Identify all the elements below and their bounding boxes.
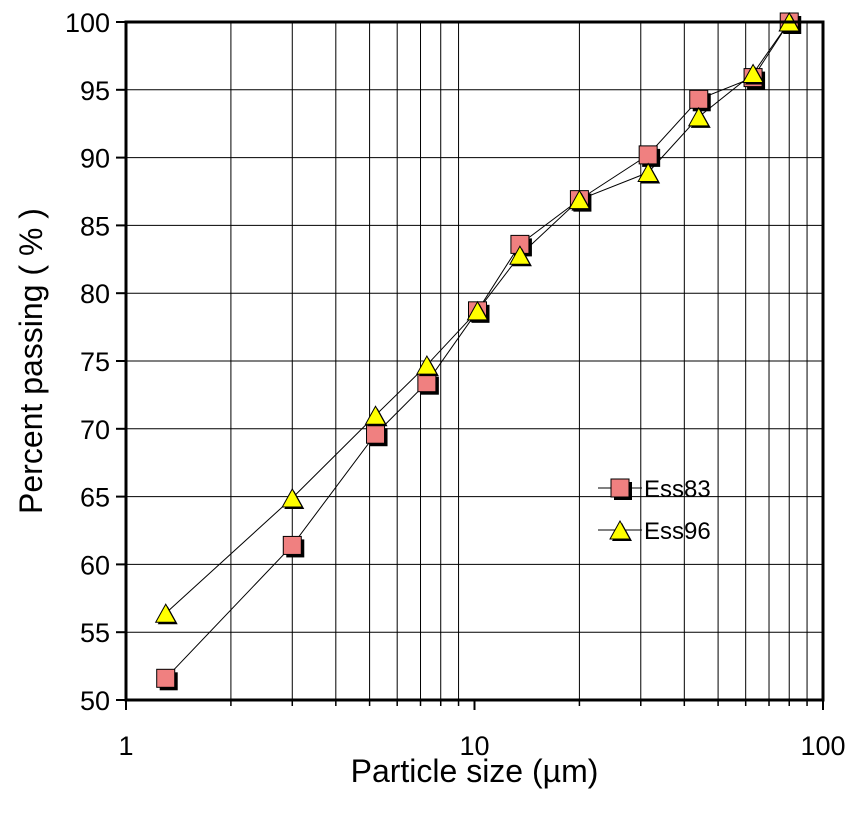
data-point-ess96 xyxy=(687,106,710,127)
legend: Ess83 Ess96 xyxy=(598,476,711,545)
legend-label-ess83: Ess83 xyxy=(644,476,711,503)
legend-marker-ess96 xyxy=(609,519,631,540)
series-markers xyxy=(154,11,802,691)
y-tick-label: 85 xyxy=(80,211,110,241)
data-point-ess96 xyxy=(466,300,489,321)
data-point-ess96 xyxy=(568,189,591,210)
y-tick-label: 95 xyxy=(80,76,110,106)
data-point-ess96 xyxy=(637,162,660,183)
x-axis-label: Particle size (µm) xyxy=(351,753,599,789)
x-tick-label: 1 xyxy=(118,731,133,761)
data-point-ess96 xyxy=(154,603,177,623)
data-point-ess83 xyxy=(638,145,658,165)
x-tick-label: 100 xyxy=(800,731,845,761)
plot-frame xyxy=(124,20,825,702)
y-tick-label: 55 xyxy=(80,618,110,648)
grid xyxy=(126,22,823,700)
data-point-ess96 xyxy=(281,487,304,508)
data-point-ess83 xyxy=(282,535,302,555)
legend-marker-ess83 xyxy=(610,478,630,498)
y-axis-label: Percent passing ( % ) xyxy=(13,208,49,514)
legend-label-ess96: Ess96 xyxy=(644,518,711,545)
data-point-ess96 xyxy=(509,245,531,265)
y-tick-label: 70 xyxy=(80,415,110,445)
y-tick-label: 90 xyxy=(80,144,110,174)
y-tick-label: 100 xyxy=(65,8,110,38)
data-point-ess96 xyxy=(364,405,387,425)
y-tick-label: 50 xyxy=(80,686,110,716)
data-point-ess83 xyxy=(366,424,386,444)
data-point-ess96 xyxy=(416,355,438,375)
y-tick-label: 80 xyxy=(80,279,110,309)
data-point-ess83 xyxy=(156,668,176,688)
y-tick-label: 60 xyxy=(80,550,110,580)
x-tick-label: 10 xyxy=(459,731,489,761)
y-axis-ticks: 50 55 60 65 70 75 80 85 90 95 100 xyxy=(65,8,126,716)
data-point-ess83 xyxy=(689,89,709,109)
x-axis-ticks: 1 10 100 xyxy=(118,700,846,761)
y-tick-label: 65 xyxy=(80,483,110,513)
y-tick-label: 75 xyxy=(80,347,110,377)
data-point-ess83 xyxy=(417,373,437,393)
data-point-ess96 xyxy=(742,63,764,84)
